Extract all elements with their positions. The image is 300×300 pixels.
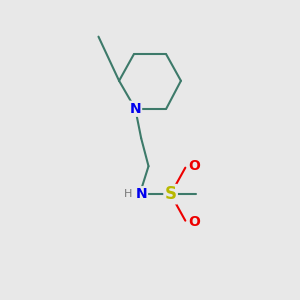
Text: N: N <box>130 102 141 116</box>
Text: O: O <box>188 159 200 173</box>
Text: S: S <box>165 185 177 203</box>
Text: N: N <box>135 187 147 201</box>
Text: O: O <box>188 215 200 229</box>
Text: H: H <box>124 189 133 199</box>
